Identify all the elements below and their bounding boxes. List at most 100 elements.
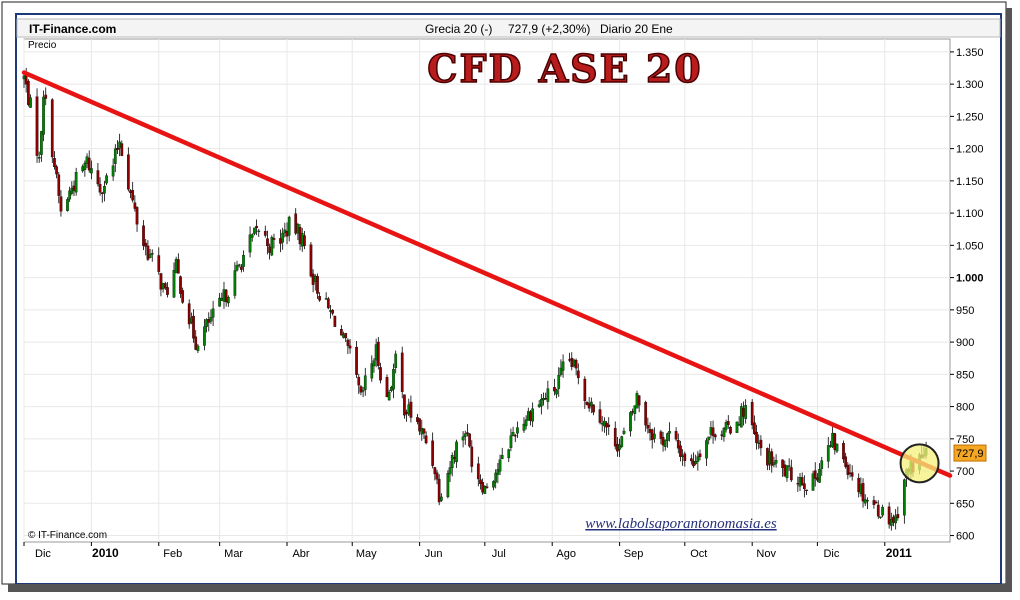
candle-body bbox=[172, 270, 176, 298]
candle-body bbox=[192, 315, 195, 339]
candle-body bbox=[622, 430, 626, 434]
candle-body bbox=[637, 395, 641, 406]
candle-body bbox=[113, 148, 117, 164]
candle-body bbox=[370, 363, 374, 379]
candle-body bbox=[363, 375, 367, 390]
y-tick-label: 800 bbox=[956, 402, 974, 414]
candle-body bbox=[255, 225, 258, 229]
y-tick-label: 1.000 bbox=[956, 273, 984, 285]
candle-body bbox=[116, 147, 119, 150]
period-label: Diario 20 Ene bbox=[600, 22, 673, 36]
candle-body bbox=[713, 434, 717, 438]
candle-body bbox=[463, 433, 467, 437]
candle-body bbox=[281, 232, 285, 243]
candle-body bbox=[781, 459, 784, 469]
candle-body bbox=[496, 469, 500, 475]
candle-body bbox=[646, 424, 650, 429]
x-tick-label: Oct bbox=[690, 548, 707, 560]
candle-body bbox=[774, 460, 778, 464]
candle-body bbox=[589, 401, 593, 407]
candle-body bbox=[240, 266, 243, 270]
candle-body bbox=[663, 439, 667, 447]
candle-body bbox=[53, 158, 56, 168]
candle-body bbox=[492, 481, 495, 488]
candle-body bbox=[163, 283, 167, 289]
candle-body bbox=[446, 473, 450, 498]
y-tick-label: 650 bbox=[956, 498, 974, 510]
candle-body bbox=[176, 259, 180, 274]
gridlines bbox=[23, 39, 950, 542]
candle-body bbox=[203, 326, 206, 346]
candle-body bbox=[818, 469, 821, 483]
candle-body bbox=[470, 446, 474, 467]
candle-body bbox=[557, 375, 561, 389]
candle-body bbox=[120, 143, 124, 156]
candle-body bbox=[500, 454, 504, 460]
candle-body bbox=[698, 453, 702, 458]
x-axis: Dic 2010 Feb Mar Abr May Jun Jul Ago Sep Oct Nov Dic… bbox=[23, 542, 912, 560]
quote-value: 727,9 (+2,30%) bbox=[508, 22, 590, 36]
candle-body bbox=[194, 336, 198, 350]
candle-body bbox=[618, 444, 621, 450]
candle-body bbox=[598, 409, 602, 423]
candle-body bbox=[35, 96, 39, 156]
y-tick-label: 850 bbox=[956, 369, 974, 381]
candle-body bbox=[653, 433, 656, 439]
candle-body bbox=[40, 131, 43, 155]
header-bar bbox=[16, 18, 1001, 38]
candle-body bbox=[546, 388, 550, 402]
x-tick-label: Mar bbox=[224, 548, 243, 560]
y-tick-label: 1.100 bbox=[956, 208, 984, 220]
candle-body bbox=[385, 377, 389, 398]
candle-body bbox=[359, 386, 363, 393]
candle-body bbox=[424, 435, 428, 444]
candle-body bbox=[29, 97, 32, 108]
candle-body bbox=[705, 440, 708, 459]
candle-body bbox=[340, 329, 343, 336]
candle-body bbox=[57, 174, 61, 196]
candle-body bbox=[726, 421, 730, 425]
candle-body bbox=[372, 360, 376, 367]
candle-body bbox=[166, 287, 169, 295]
y-tick-label: 1.250 bbox=[956, 111, 984, 123]
candle-body bbox=[455, 441, 458, 463]
candle-body bbox=[133, 202, 137, 209]
candle-body bbox=[142, 225, 145, 246]
candle-body bbox=[309, 244, 313, 277]
candle-body bbox=[303, 235, 306, 246]
candle-body bbox=[753, 422, 756, 434]
x-tick-label: Feb bbox=[163, 548, 182, 560]
candle-body bbox=[146, 245, 150, 260]
y-tick-label: 600 bbox=[956, 531, 974, 543]
candle-body bbox=[826, 445, 830, 462]
candle-body bbox=[583, 378, 587, 402]
watermark-link[interactable]: www.labolsaporantonomasia.es bbox=[585, 516, 777, 532]
candle-body bbox=[392, 369, 395, 390]
candle-body bbox=[135, 207, 139, 225]
candle-body bbox=[105, 175, 108, 184]
candle-body bbox=[55, 166, 58, 175]
candle-body bbox=[218, 297, 221, 307]
candle-body bbox=[561, 361, 565, 371]
candle-body bbox=[233, 270, 237, 296]
y-tick-label: 900 bbox=[956, 337, 974, 349]
candle-body bbox=[789, 467, 793, 481]
candle-body bbox=[248, 234, 252, 253]
candle-body bbox=[348, 345, 352, 349]
candle-body bbox=[287, 216, 291, 236]
y-axis: 1.350 1.300 1.250 1.200 1.150 1.100 1.050 1.000… bbox=[950, 47, 984, 543]
candle-body bbox=[668, 431, 671, 434]
candle-body bbox=[159, 273, 163, 290]
candle-body bbox=[196, 345, 200, 351]
candle-body bbox=[70, 188, 74, 194]
candle-body bbox=[376, 341, 380, 366]
candle-body bbox=[894, 515, 898, 524]
candle-body bbox=[224, 289, 228, 303]
candle-body bbox=[331, 309, 335, 314]
x-tick-label: Jul bbox=[492, 548, 506, 560]
x-tick-label: 2010 bbox=[92, 546, 119, 560]
candle-body bbox=[722, 427, 726, 438]
candle-body bbox=[90, 168, 93, 174]
candle-body bbox=[344, 332, 348, 339]
